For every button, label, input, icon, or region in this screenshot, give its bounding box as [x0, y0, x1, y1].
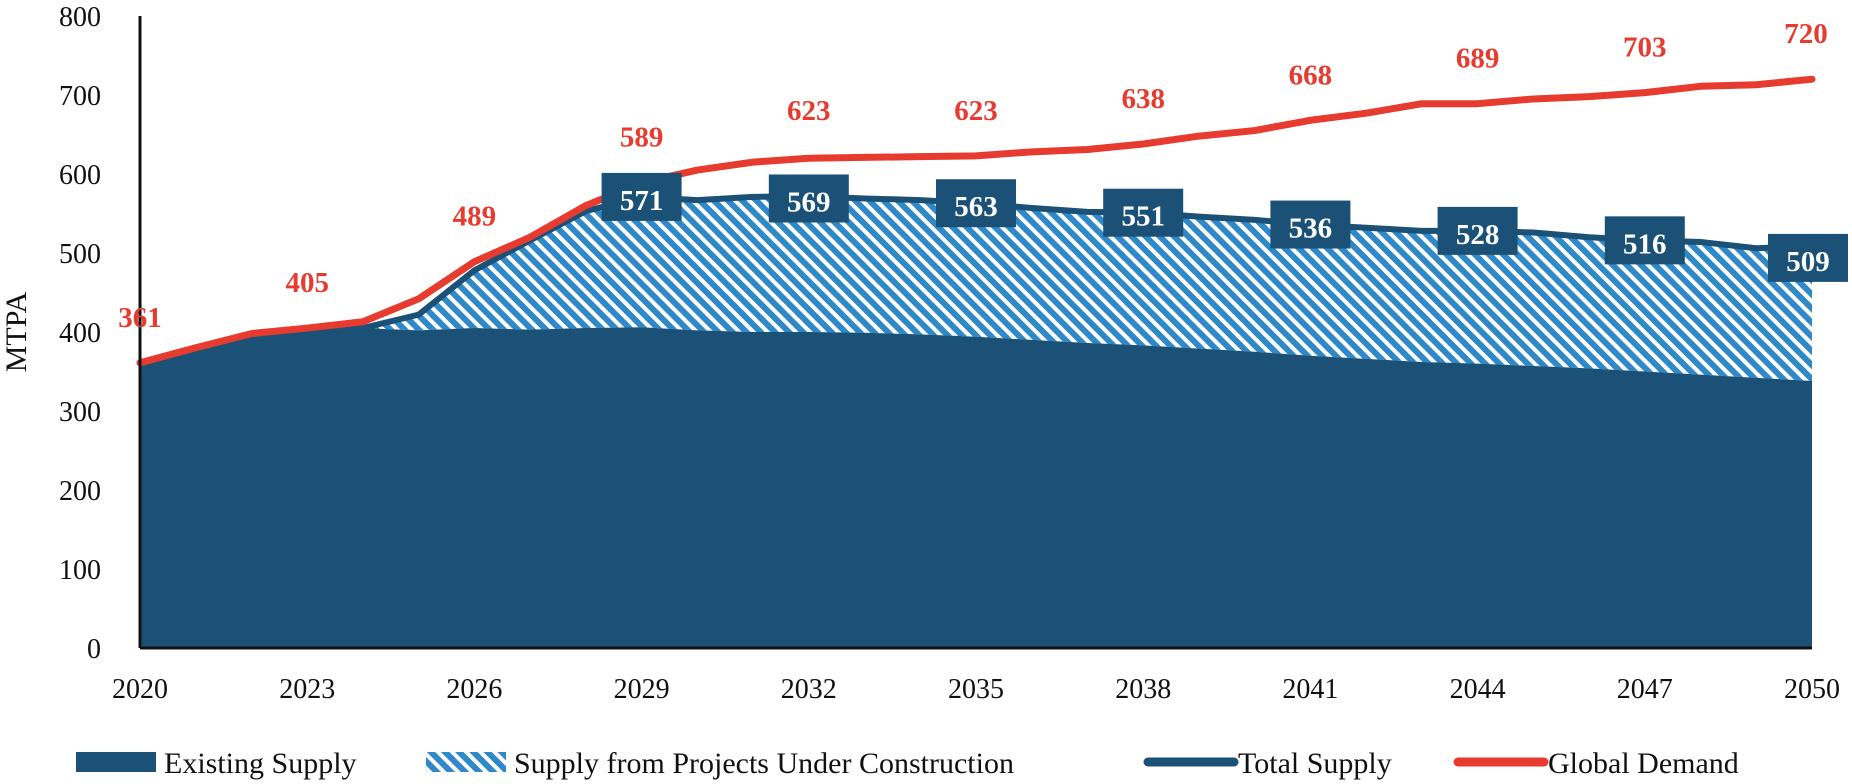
legend-label-global-demand: Global Demand [1548, 747, 1739, 780]
area-existing-supply [140, 327, 1812, 648]
x-tick-label: 2026 [446, 674, 502, 705]
supply-label-box [1604, 216, 1685, 265]
y-tick-label: 700 [59, 81, 101, 112]
demand-label: 668 [1289, 59, 1333, 91]
supply-label-box [936, 179, 1016, 228]
demand-data-labels: 361 405 489 589 623 623 638 668 689 703 720 [118, 18, 1828, 334]
x-tick-label: 2050 [1784, 674, 1840, 705]
demand-label: 720 [1784, 18, 1828, 50]
area-supply-under-construction [140, 196, 1812, 381]
y-tick-label: 200 [59, 476, 101, 507]
legend-swatch-supply-under-construction [426, 752, 506, 772]
demand-label: 361 [118, 302, 162, 334]
supply-label-box [1103, 188, 1184, 237]
x-tick-label: 2032 [781, 674, 837, 705]
demand-label: 489 [453, 201, 497, 233]
y-tick-label: 800 [59, 2, 101, 33]
demand-label: 589 [620, 122, 664, 154]
demand-label: 638 [1121, 83, 1165, 115]
y-tick-label: 0 [87, 634, 101, 665]
demand-label: 689 [1456, 43, 1500, 75]
areas-layer [140, 196, 1812, 648]
x-tick-label: 2023 [279, 674, 335, 705]
supply-label-box [1437, 206, 1518, 255]
y-tick-label: 300 [59, 397, 101, 428]
demand-label: 703 [1623, 32, 1667, 64]
legend-label-existing-supply: Existing Supply [164, 747, 357, 780]
x-tick-label: 2044 [1450, 674, 1506, 705]
supply-label: 551 [1121, 201, 1165, 233]
y-tick-label: 500 [59, 239, 101, 270]
legend-item-global-demand: Global Demand [1453, 747, 1739, 780]
legend-item-supply-under-construction: Supply from Projects Under Construction [426, 747, 1014, 780]
x-tick-label: 2041 [1282, 674, 1338, 705]
x-tick-label: 2047 [1617, 674, 1673, 705]
demand-label: 623 [954, 95, 998, 127]
supply-label: 528 [1456, 219, 1500, 251]
supply-label-box [1270, 200, 1351, 249]
plot-area [136, 75, 1816, 648]
supply-label: 571 [620, 185, 664, 217]
legend-label-total-supply: Total Supply [1238, 747, 1392, 780]
supply-label: 509 [1786, 246, 1830, 278]
x-tick-label: 2038 [1115, 674, 1171, 705]
legend: Existing Supply Supply from Projects Und… [76, 747, 1739, 780]
supply-label-box [601, 172, 682, 221]
supply-label-box [1768, 233, 1848, 282]
supply-label: 569 [787, 186, 831, 218]
y-axis-title: MTPA [0, 291, 33, 372]
legend-label-supply-under-construction: Supply from Projects Under Construction [514, 747, 1014, 780]
x-tick-labels: 2020 2023 2026 2029 2032 2035 2038 2041 2044 2047… [112, 674, 1840, 705]
x-tick-label: 2029 [614, 674, 670, 705]
demand-label: 405 [285, 267, 329, 299]
legend-item-existing-supply: Existing Supply [76, 747, 357, 780]
supply-label: 536 [1289, 213, 1333, 245]
supply-label: 563 [954, 191, 998, 223]
line-global-demand [136, 75, 1816, 367]
supply-label-box [768, 174, 849, 223]
x-tick-label: 2035 [948, 674, 1004, 705]
supply-label: 516 [1623, 228, 1667, 260]
y-tick-label: 100 [59, 555, 101, 586]
y-tick-label: 400 [59, 318, 101, 349]
y-tick-label: 600 [59, 160, 101, 191]
y-tick-labels: 0 100 200 300 400 500 600 700 800 [59, 2, 101, 665]
legend-item-total-supply: Total Supply [1143, 747, 1392, 780]
x-tick-label: 2020 [112, 674, 168, 705]
legend-swatch-existing-supply [76, 752, 156, 772]
supply-data-labels: 571 569 563 551 536 528 516 509 [601, 172, 1848, 282]
demand-label: 623 [787, 95, 831, 127]
